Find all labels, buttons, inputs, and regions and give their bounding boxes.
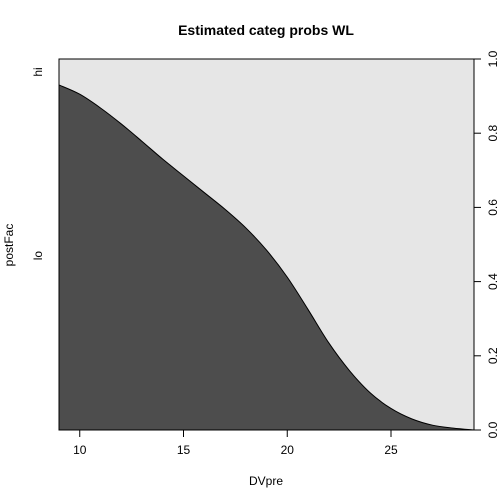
x-tick-label: 10 bbox=[73, 443, 87, 457]
category-label-lo: lo bbox=[31, 251, 45, 261]
x-axis: 10 15 20 25 bbox=[73, 430, 398, 457]
y-tick-label: 0.8 bbox=[486, 125, 500, 142]
y-tick-label: 1.0 bbox=[486, 50, 500, 67]
chart-title: Estimated categ probs WL bbox=[178, 22, 354, 38]
category-axis-left: lo hi bbox=[31, 67, 45, 260]
y-tick-label: 0.2 bbox=[486, 347, 500, 364]
y-tick-label: 0.0 bbox=[486, 421, 500, 438]
y-tick-label: 0.4 bbox=[486, 273, 500, 290]
x-tick-label: 25 bbox=[384, 443, 398, 457]
y-axis-right: 0.0 0.2 0.4 0.6 0.8 1.0 bbox=[474, 50, 500, 438]
y-tick-label: 0.6 bbox=[486, 199, 500, 216]
x-axis-label: DVpre bbox=[249, 474, 283, 488]
x-tick-label: 15 bbox=[177, 443, 191, 457]
x-tick-label: 20 bbox=[281, 443, 295, 457]
category-label-hi: hi bbox=[31, 67, 45, 76]
y-axis-label: postFac bbox=[2, 224, 16, 267]
